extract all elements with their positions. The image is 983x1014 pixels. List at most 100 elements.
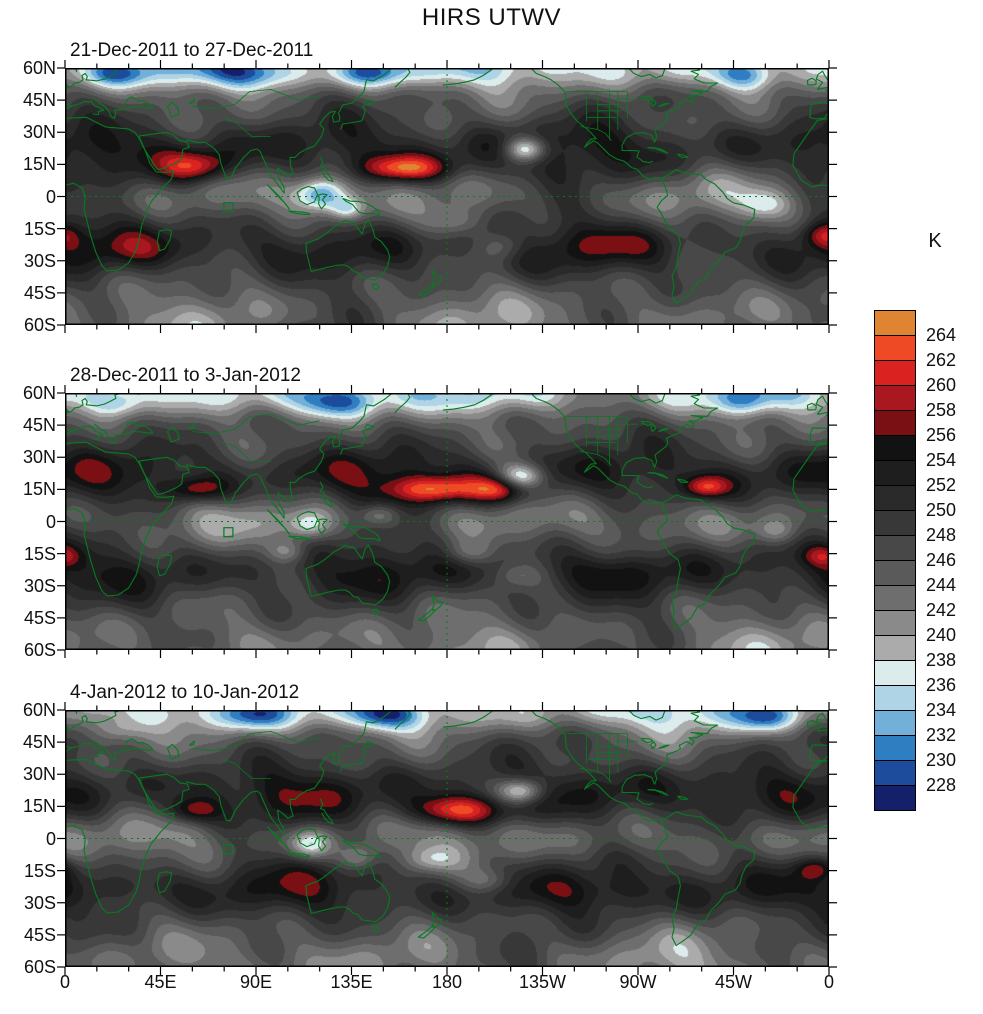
coastline — [166, 743, 180, 760]
lat-tick-label: 15N — [22, 796, 56, 817]
lat-tick-label: 15S — [23, 218, 56, 239]
plot-frame — [65, 710, 829, 967]
coastline — [71, 743, 105, 758]
lat-tick-label: 45S — [23, 607, 56, 628]
coastline — [43, 403, 52, 410]
map-panel-1: 21-Dec-2011 to 27-Dec-2011 60N 45N 30N 15N 0… — [0, 40, 983, 340]
coastline — [654, 68, 719, 143]
coastline — [188, 98, 196, 104]
coastline — [319, 156, 334, 183]
panel-subtitle: 4-Jan-2012 to 10-Jan-2012 — [70, 682, 300, 703]
lon-tick-label: 90W — [619, 972, 657, 992]
lat-tick-label: 30S — [23, 250, 56, 271]
lat-tick-label: 60N — [22, 383, 56, 403]
lat-tick-label: 60S — [23, 957, 56, 977]
map-overlay — [57, 60, 837, 333]
lon-tick-label: 180 — [431, 972, 463, 992]
coastline — [394, 393, 411, 413]
political-border — [956, 89, 983, 108]
colorbar-swatch — [874, 760, 916, 786]
lat-tick-label: 60N — [22, 700, 56, 720]
coastline — [676, 795, 689, 800]
panel-subtitle: 28-Dec-2011 to 3-Jan-2012 — [70, 365, 301, 386]
coastline — [656, 811, 756, 947]
colorbar-unit-label: K — [928, 230, 942, 252]
coastline — [621, 774, 656, 806]
lat-tick-label: 15N — [22, 154, 56, 175]
coastline — [840, 709, 842, 714]
lat-tick-label: 60S — [23, 640, 56, 660]
coastline — [372, 608, 380, 616]
site-marker-square — [223, 527, 234, 538]
coastline — [640, 420, 654, 427]
political-border — [221, 758, 271, 779]
coastline — [339, 740, 375, 772]
map-plot-area — [57, 60, 837, 333]
colorbar-swatch — [874, 510, 916, 536]
lat-tick-label: 45S — [23, 924, 56, 945]
coastline — [656, 169, 756, 305]
coastline — [65, 393, 123, 415]
coastline — [394, 710, 411, 730]
plot-frame — [65, 68, 829, 325]
coastline — [93, 423, 154, 444]
coastline — [932, 102, 944, 117]
coastline — [840, 67, 842, 72]
coastline — [43, 78, 52, 85]
coastline — [372, 925, 380, 933]
colorbar-swatch — [874, 535, 916, 561]
coastline — [156, 229, 173, 252]
coastline — [188, 740, 196, 746]
coastline — [627, 68, 666, 79]
coastline — [122, 421, 154, 433]
coastline — [792, 117, 829, 188]
coastline — [65, 441, 175, 597]
coastline — [305, 861, 391, 923]
coastline — [442, 68, 495, 86]
coastline — [65, 81, 69, 88]
coastline — [806, 402, 817, 411]
coastline — [815, 70, 829, 90]
lat-tick-label: 15S — [23, 860, 56, 881]
coastline — [806, 77, 817, 86]
coastline — [815, 712, 829, 732]
coastline — [65, 68, 123, 90]
site-marker-square — [223, 844, 234, 855]
colorbar-tick-label: 242 — [926, 600, 957, 620]
coastline — [318, 193, 328, 210]
lat-tick-label: 45N — [22, 90, 56, 111]
coastline — [657, 427, 670, 433]
coastline — [93, 740, 154, 761]
axis-ticks — [57, 60, 837, 333]
colorbar-swatch — [874, 785, 916, 811]
colorbar-swatch — [874, 635, 916, 661]
coastline — [676, 153, 689, 158]
coastline — [65, 758, 175, 914]
colorbar-tick-label: 246 — [926, 550, 957, 570]
colorbar-tick-label: 254 — [926, 450, 957, 470]
lon-tick-label: 45W — [714, 972, 752, 992]
colorbar-swatch — [874, 710, 916, 736]
colorbar-swatch — [874, 610, 916, 636]
coastline — [122, 738, 154, 750]
map-plot-area — [57, 702, 837, 975]
coastline — [431, 270, 444, 286]
coastline — [836, 102, 868, 115]
colorbar-swatch — [874, 660, 916, 686]
coastline — [858, 99, 917, 118]
coastline — [288, 210, 311, 216]
lat-tick-label: 30S — [23, 892, 56, 913]
colorbar-tick-label: 262 — [926, 350, 957, 370]
lon-tick-label: 0 — [823, 972, 834, 992]
coastline — [305, 219, 391, 281]
lat-tick-label: 45S — [23, 282, 56, 303]
coastline — [676, 478, 689, 483]
colorbar-tick-label: 238 — [926, 650, 957, 670]
map-panel-2: 28-Dec-2011 to 3-Jan-2012 60N 45N 30N 15N 0 1… — [0, 365, 983, 665]
colorbar-tick-label: 228 — [926, 775, 957, 795]
coastline — [650, 424, 657, 433]
colorbar-tick-label: 250 — [926, 500, 957, 520]
lon-tick-label: 90E — [239, 972, 273, 992]
coastline — [530, 393, 661, 505]
coastline — [657, 744, 670, 750]
